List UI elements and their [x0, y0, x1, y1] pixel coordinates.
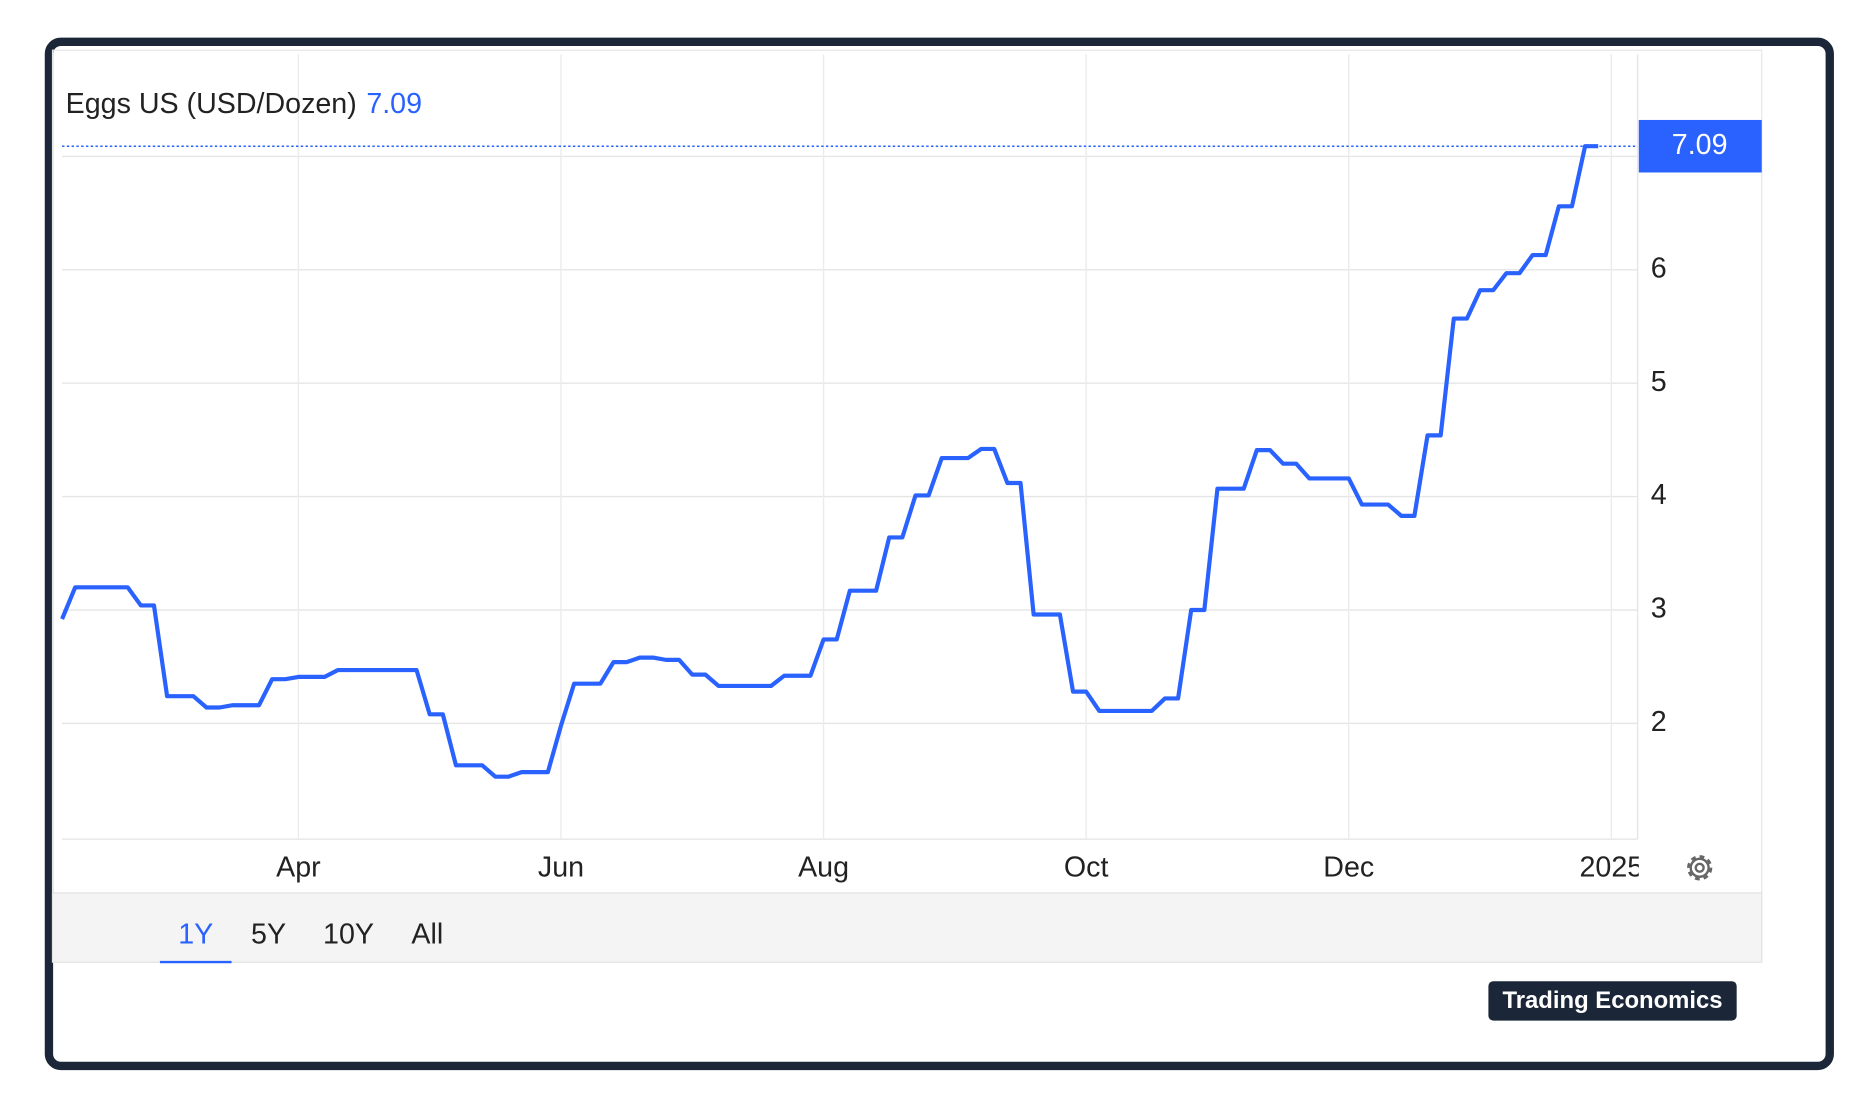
chart-header: Eggs US (USD/Dozen) 7.09	[66, 88, 422, 120]
settings-icon[interactable]	[1687, 855, 1713, 881]
range-button[interactable]: All	[411, 918, 443, 950]
y-tick-label: 2	[1651, 706, 1667, 738]
plot: 7.09	[60, 119, 1762, 779]
y-tick-label: 5	[1651, 366, 1667, 398]
x-tick-label: Dec	[1323, 852, 1374, 884]
chart-title: Eggs US (USD/Dozen)	[66, 88, 357, 120]
range-button[interactable]: 5Y	[251, 918, 286, 950]
source-label: Trading Economics	[1502, 987, 1722, 1014]
x-tick-label: 2025	[1580, 852, 1644, 884]
range-button[interactable]: 1Y	[178, 918, 213, 950]
y-tick-label: 3	[1651, 593, 1667, 625]
gear-body	[1689, 857, 1710, 878]
range-button[interactable]: 10Y	[323, 918, 374, 950]
x-tick-label: Jun	[538, 852, 584, 884]
grid: 234567	[62, 54, 1667, 840]
header-last-value: 7.09	[366, 88, 422, 120]
range-buttons: 1Y 5Y 10Y All	[159, 918, 443, 964]
range-bar	[51, 892, 1763, 963]
gear-hole	[1694, 862, 1705, 873]
series-line	[60, 144, 1599, 779]
x-tick-label: Aug	[798, 852, 849, 884]
last-value-label: 7.09	[1672, 129, 1728, 161]
y-tick-label: 6	[1651, 252, 1667, 284]
outer-frame	[44, 37, 1834, 1071]
x-tick-label: Oct	[1064, 852, 1109, 884]
source-badge	[1488, 981, 1737, 1021]
x-axis-labels: Apr Jun Aug Oct Dec 2025	[276, 852, 1644, 884]
y-tick-label: 4	[1651, 479, 1667, 511]
last-value-box	[1638, 119, 1762, 173]
x-tick-label: Apr	[276, 852, 321, 884]
gear-teeth	[1687, 855, 1713, 881]
